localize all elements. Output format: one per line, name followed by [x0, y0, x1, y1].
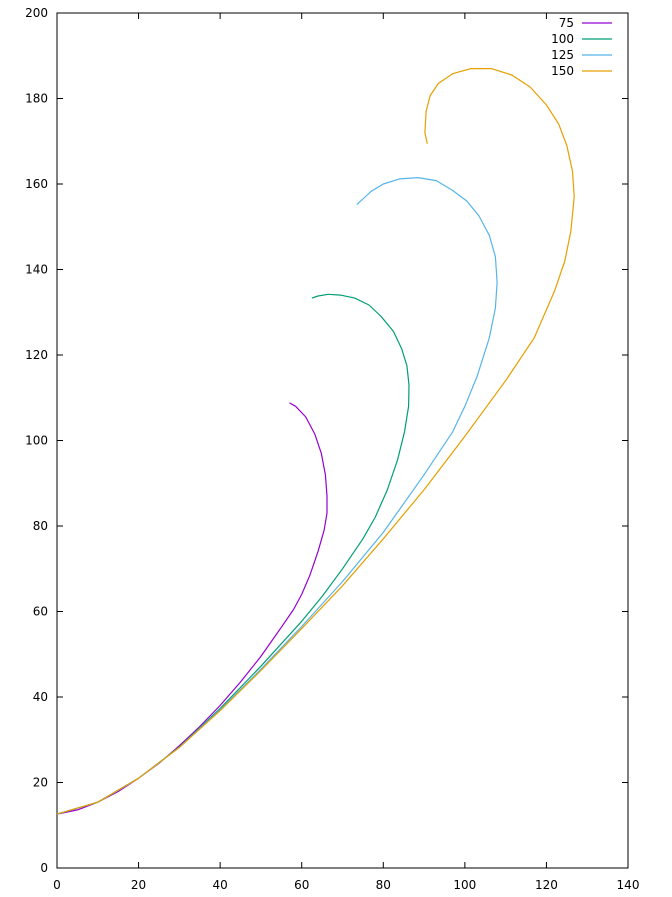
plot-frame: [56, 12, 629, 869]
x-tick-label: 0: [53, 878, 61, 892]
y-tick-label: 0: [40, 861, 48, 875]
y-tick-label: 40: [33, 690, 48, 704]
y-tick-label: 180: [25, 92, 48, 106]
y-tick-label: 120: [25, 348, 48, 362]
y-tick-labels: 0 20 40 60 80 100 120 140 160 180 200: [25, 6, 48, 875]
y-tick-label: 160: [25, 177, 48, 191]
series-line-125: [56, 177, 498, 815]
legend-label-75: 75: [559, 16, 574, 30]
series-line-75: [56, 402, 328, 815]
y-tick-label: 200: [25, 6, 48, 20]
y-tick-label: 20: [33, 776, 48, 790]
x-tick-label: 80: [376, 878, 391, 892]
x-tick-label: 40: [213, 878, 228, 892]
legend-label-125: 125: [551, 48, 574, 62]
x-tick-label: 20: [131, 878, 146, 892]
x-tick-label: 100: [453, 878, 476, 892]
series-line-150: [56, 67, 575, 815]
axis-ticks: [56, 12, 629, 869]
x-tick-label: 60: [294, 878, 309, 892]
x-tick-label: 120: [535, 878, 558, 892]
y-tick-label: 140: [25, 263, 48, 277]
legend-label-150: 150: [551, 64, 574, 78]
series-lines: [56, 67, 575, 815]
x-tick-label: 140: [617, 878, 640, 892]
y-tick-label: 80: [33, 519, 48, 533]
series-line-100: [56, 293, 410, 815]
y-tick-label: 60: [33, 605, 48, 619]
y-tick-label: 100: [25, 434, 48, 448]
legend-label-100: 100: [551, 32, 574, 46]
x-tick-labels: 0 20 40 60 80 100 120 140: [53, 878, 639, 892]
legend: 75 100 125 150: [551, 16, 612, 78]
